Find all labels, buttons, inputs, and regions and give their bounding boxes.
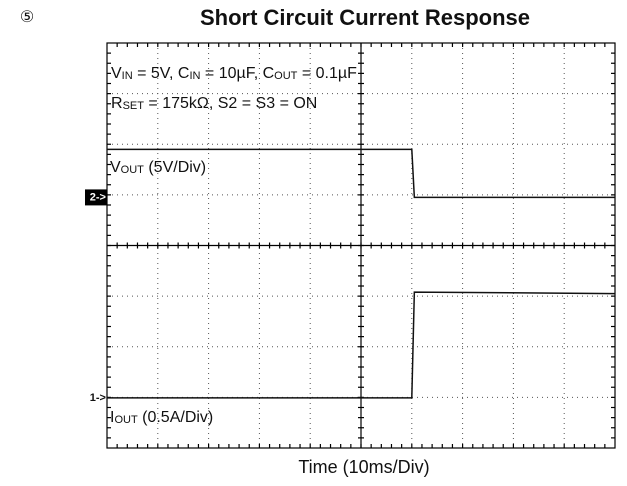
series-label: VOUT (5V/Div)	[110, 159, 206, 176]
x-axis-label: Time (10ms/Div)	[298, 457, 429, 477]
condition-line: RSET = 175kΩ, S2 = S3 = ON	[111, 95, 317, 112]
plot-border	[106, 42, 616, 449]
chart-title: Short Circuit Current Response	[200, 5, 530, 30]
trace	[107, 148, 615, 199]
condition-line: VIN = 5V, CIN = 10µF, COUT = 0.1µF	[111, 65, 357, 82]
channel-marker: 1->	[90, 392, 106, 404]
series-label: IOUT (0.5A/Div)	[110, 409, 213, 426]
trace	[107, 291, 616, 399]
marker-bg	[85, 189, 107, 206]
figure-number: ⑤	[20, 9, 34, 26]
channel-marker: 2->	[90, 191, 106, 203]
